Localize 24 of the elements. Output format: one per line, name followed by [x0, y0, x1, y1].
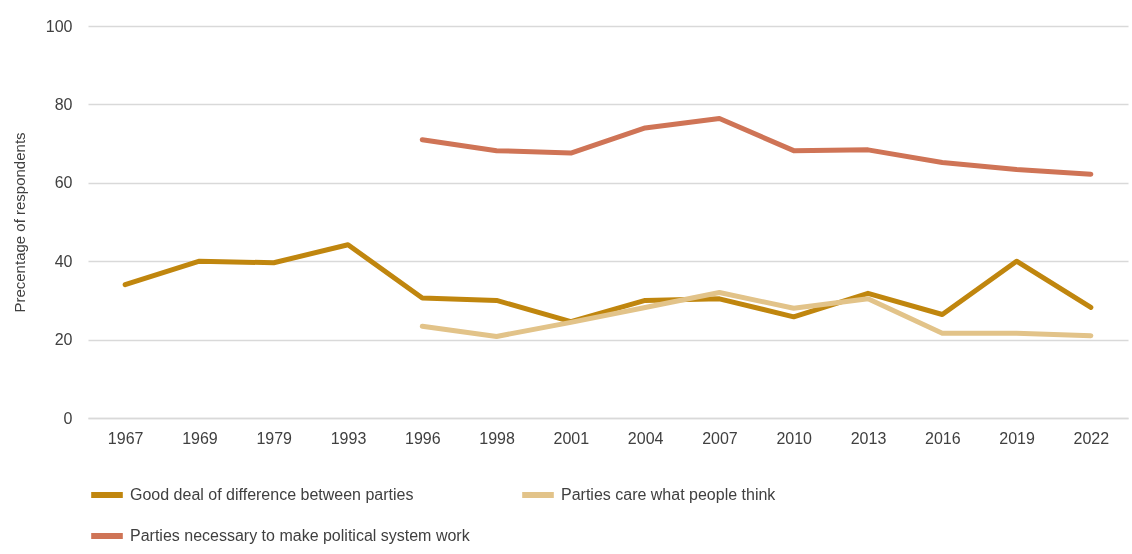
x-tick-label: 2001: [553, 429, 590, 447]
x-tick-label: 1996: [404, 429, 441, 447]
x-tick-label: 2010: [776, 429, 813, 447]
y-tick-label: 40: [54, 252, 73, 270]
x-tick-label: 2007: [702, 429, 738, 447]
x-tick-label: 1967: [107, 429, 144, 447]
legend-label: Parties necessary to make political system work: [130, 527, 471, 544]
x-tick-label: 2013: [850, 429, 887, 447]
x-tick-label: 1993: [330, 429, 367, 447]
x-tick-label: 2016: [924, 429, 961, 447]
y-tick-label: 20: [54, 331, 73, 349]
y-tick-label: 100: [45, 17, 73, 35]
x-tick-label: 1979: [256, 429, 293, 447]
x-tick-label: 2022: [1073, 429, 1110, 447]
x-tick-label: 1998: [479, 429, 515, 447]
x-tick-label: 2004: [627, 429, 664, 447]
legend-label: Parties care what people think: [561, 486, 777, 503]
y-tick-label: 60: [54, 174, 73, 192]
y-tick-label: 0: [63, 409, 73, 427]
y-axis-title: Precentage of respondents: [10, 132, 28, 313]
y-tick-label: 80: [54, 95, 73, 113]
x-tick-label: 1969: [182, 429, 218, 447]
legend-label: Good deal of difference between parties: [130, 486, 414, 503]
x-tick-label: 2019: [999, 429, 1035, 447]
